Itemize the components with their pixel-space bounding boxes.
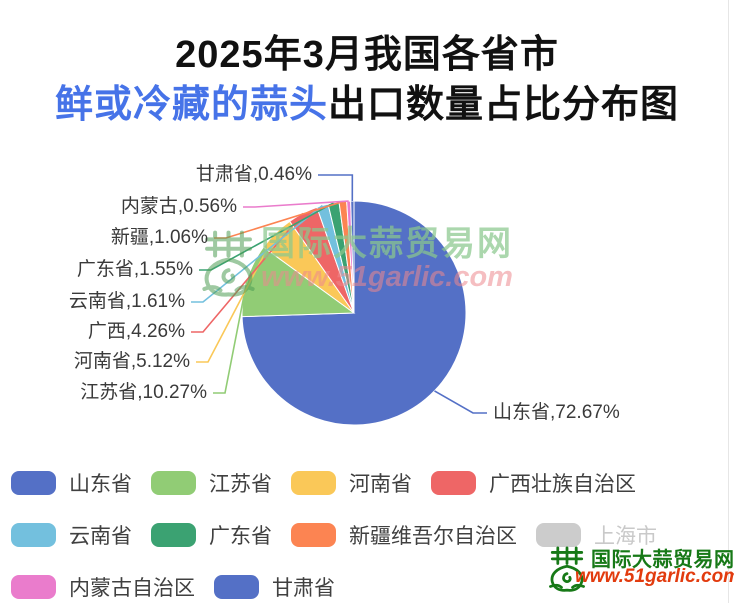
legend-item[interactable]: 新疆维吾尔自治区 [291, 520, 517, 550]
legend-label: 新疆维吾尔自治区 [349, 525, 517, 548]
legend-label: 江苏省 [209, 473, 272, 496]
slice-label: 新疆,1.06% [110, 227, 208, 248]
legend-item[interactable]: 云南省 [11, 520, 132, 550]
pie-slice[interactable] [350, 200, 355, 314]
label-leader-line [191, 204, 323, 303]
slice-label: 内蒙古,0.56% [120, 196, 237, 217]
chart-title-line2: 鲜或冷藏的蒜头出口数量占比分布图 [0, 80, 734, 130]
legend-swatch [431, 471, 476, 495]
legend-swatch [291, 471, 336, 495]
chart-title: 2025年3月我国各省市 鲜或冷藏的蒜头出口数量占比分布图 [0, 30, 734, 130]
logo-site-url: www.51garlic.com [575, 566, 734, 587]
chart-title-line2-rest: 出口数量占比分布图 [328, 84, 680, 126]
legend-label: 广东省 [209, 525, 272, 548]
legend-label: 河南省 [349, 473, 412, 496]
legend-label: 上海市 [594, 525, 657, 548]
legend-label: 山东省 [69, 473, 132, 496]
garlic-logo-icon [549, 546, 585, 592]
slice-label: 山东省,72.67% [493, 402, 620, 423]
legend-swatch [11, 575, 56, 599]
slice-label: 河南省,5.12% [73, 351, 190, 372]
label-leader-line [318, 174, 354, 202]
label-leader-line [196, 232, 277, 363]
slice-label: 江苏省,10.27% [80, 382, 207, 403]
legend-item[interactable]: 甘肃省 [214, 572, 335, 602]
slice-label: 广东省,1.55% [76, 259, 193, 280]
label-leader-line [243, 200, 349, 208]
chart-title-highlight: 鲜或冷藏的蒜头 [54, 84, 328, 126]
legend-swatch [291, 523, 336, 547]
legend-item[interactable]: 江苏省 [151, 468, 272, 498]
legend-item[interactable]: 上海市 [536, 520, 657, 550]
legend-label: 甘肃省 [272, 577, 335, 600]
legend-swatch [11, 523, 56, 547]
label-leader-line [213, 279, 248, 394]
label-leader-line [191, 212, 304, 333]
legend-item[interactable]: 内蒙古自治区 [11, 572, 195, 602]
legend-swatch [536, 523, 581, 547]
chart-title-line1: 2025年3月我国各省市 [175, 34, 559, 76]
legend-swatch [151, 523, 196, 547]
slice-label: 甘肃省,0.46% [195, 164, 312, 185]
page-edge-divider [728, 0, 729, 603]
legend-swatch [151, 471, 196, 495]
legend-label: 广西壮族自治区 [489, 473, 636, 496]
legend-item[interactable]: 广东省 [151, 520, 272, 550]
label-leader-line [434, 390, 487, 414]
legend-item[interactable]: 广西壮族自治区 [431, 468, 636, 498]
legend-item[interactable]: 河南省 [291, 468, 412, 498]
legend: 山东省 江苏省 河南省 广西壮族自治区云南省 广东省 新疆维吾尔自治区 上海市内蒙古自治区 甘… [11, 468, 719, 602]
legend-swatch [11, 471, 56, 495]
legend-label: 云南省 [69, 525, 132, 548]
logo-site-name: 国际大蒜贸易网 [591, 549, 734, 571]
legend-swatch [214, 575, 259, 599]
legend-item[interactable]: 山东省 [11, 468, 132, 498]
slice-label: 广西,4.26% [87, 321, 185, 342]
slice-label: 云南省,1.61% [68, 291, 185, 312]
legend-label: 内蒙古自治区 [69, 577, 195, 600]
site-logo: 国际大蒜贸易网 www.51garlic.com [546, 543, 734, 595]
